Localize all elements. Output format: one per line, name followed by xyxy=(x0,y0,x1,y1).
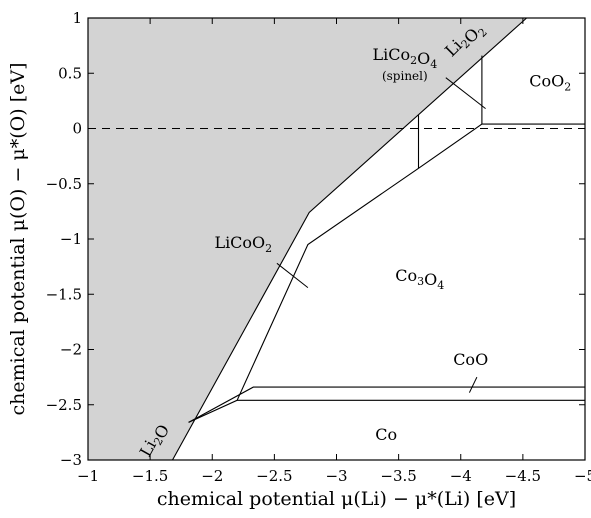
region-label: CoO2 xyxy=(529,72,571,94)
region-label: Co3O4 xyxy=(395,266,444,292)
region-label: CoO xyxy=(453,350,488,369)
x-tick-label: −4 xyxy=(450,467,472,485)
y-tick-label: 1 xyxy=(72,9,82,27)
leader-line-1 xyxy=(445,77,486,109)
plot-area: −1 −1.5 −2 −2.5 −3 −3.5 −4 −4.5 −5 −3 −2.5 −2 −1.5 −1… xyxy=(7,9,591,510)
y-tick-label: −1 xyxy=(60,230,82,248)
x-tick-label: −1.5 xyxy=(132,467,168,485)
x-tick-label: −3.5 xyxy=(380,467,416,485)
x-tick-label: −2 xyxy=(201,467,223,485)
y-tick-label: −0.5 xyxy=(46,175,82,193)
x-tick-label: −1 xyxy=(77,467,99,485)
leader-line-2 xyxy=(468,376,478,393)
leader-line-0 xyxy=(276,262,309,288)
region-label: (spinel) xyxy=(382,69,428,83)
y-tick-label: 0.5 xyxy=(58,64,82,82)
y-tick-label: 0 xyxy=(72,120,82,138)
y-tick-label: −2 xyxy=(60,341,82,359)
phase-boundary-0 xyxy=(172,17,527,461)
x-tick-label: −3 xyxy=(325,467,347,485)
y-axis-label: chemical potential μ(O) − μ*(O) [eV] xyxy=(7,62,29,415)
x-axis-label: chemical potential μ(Li) − μ*(Li) [eV] xyxy=(157,488,516,510)
y-tick-label: −3 xyxy=(60,451,82,469)
phase-boundary-1 xyxy=(188,123,585,423)
y-tick-label: −1.5 xyxy=(46,285,82,303)
region-label: LiCoO2 xyxy=(214,233,272,255)
region-label: LiCo2O4 xyxy=(372,45,437,71)
x-tick-label: −2.5 xyxy=(256,467,292,485)
region-label: Co xyxy=(375,425,397,444)
shaded-region xyxy=(88,18,527,460)
x-tick-label: −5 xyxy=(574,467,591,485)
phase-boundary-4 xyxy=(188,386,585,423)
y-tick-label: −2.5 xyxy=(46,396,82,414)
x-tick-label: −4.5 xyxy=(505,467,541,485)
